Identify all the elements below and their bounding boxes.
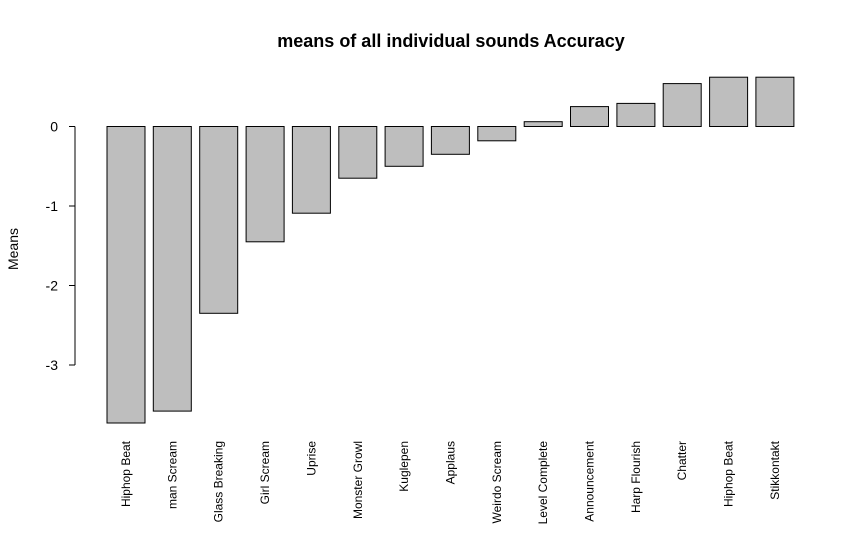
bar <box>291 126 331 214</box>
bar <box>152 126 192 412</box>
y-tick-label: 0 <box>50 119 58 135</box>
x-tick-label: Kuglepen <box>397 441 411 492</box>
x-tick-label: Glass Breaking <box>212 441 226 522</box>
bar <box>199 126 239 314</box>
x-tick-label: man Scream <box>165 441 179 509</box>
y-tick-label: -2 <box>46 278 59 294</box>
x-tick-label: Announcement <box>583 440 597 521</box>
chart-title: means of all individual sounds Accuracy <box>277 31 624 51</box>
bar <box>755 76 795 127</box>
bar <box>430 126 470 155</box>
x-tick-label: Hiphop Beat <box>119 440 133 507</box>
x-tick-label: Weirdo Scream <box>490 441 504 523</box>
bars-group <box>106 76 795 424</box>
x-tick-label: Chatter <box>675 441 689 480</box>
bar <box>106 126 146 424</box>
x-tick-label: Hiphop Beat <box>722 440 736 507</box>
bar <box>570 106 609 127</box>
x-tick-labels: Hiphop Beat man Scream Glass Breaking Girl … <box>119 440 782 524</box>
y-axis-label: Means <box>5 228 21 270</box>
y-tick-label: -3 <box>46 357 59 373</box>
y-tick-label: -1 <box>46 198 59 214</box>
x-tick-label: Girl Scream <box>258 441 272 504</box>
bar <box>523 121 563 127</box>
y-axis: 0 -1 -2 -3 <box>46 119 76 373</box>
x-tick-label: Harp Flourish <box>629 441 643 513</box>
bar <box>709 76 749 127</box>
bar <box>338 126 378 179</box>
x-tick-label: Uprise <box>304 441 318 476</box>
bar <box>662 83 702 127</box>
x-tick-label: Stikkontakt <box>768 440 782 499</box>
x-tick-label: Applaus <box>443 441 457 484</box>
x-tick-label: Monster Growl <box>351 441 365 519</box>
bar <box>616 102 656 128</box>
bar <box>384 126 424 167</box>
bar <box>245 126 285 243</box>
x-tick-label: Level Complete <box>536 441 550 525</box>
bar <box>477 126 517 142</box>
